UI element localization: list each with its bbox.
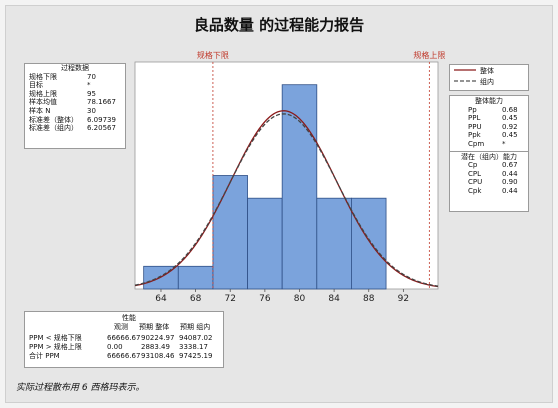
process-data-row: 样本 N 30 <box>25 107 125 116</box>
performance-expected-overall: 2883.49 <box>141 343 170 351</box>
process-data-value: 78.1667 <box>87 98 116 107</box>
performance-row-label: 合计 PPM <box>29 352 60 360</box>
overall-capability-label: Cpm <box>468 139 485 148</box>
performance-observed: 66666.67 <box>107 352 141 360</box>
footer-note: 实际过程散布用 6 西格玛表示。 <box>16 383 145 393</box>
performance-expected-overall: 90224.97 <box>141 334 175 342</box>
capability-divider <box>450 150 528 152</box>
overall-capability-row: PPL 0.45 <box>450 114 528 123</box>
overall-capability-header: 整体能力 <box>475 97 503 105</box>
performance-panel: 性能 观测 预期 整体 预期 组内 PPM < 规格下限 66666.67 9022… <box>24 311 224 368</box>
potential-capability-header: 潜在（组内）能力 <box>461 152 517 161</box>
overall-capability-value: * <box>502 139 506 148</box>
overall-capability-label: PPU <box>468 122 482 131</box>
process-data-panel: 过程数据 规格下限 70 目标 * 规格上限 95 样本均值 78.1667 样本 N 30 标准差… <box>24 63 126 149</box>
process-data-row: 目标 * <box>25 81 125 90</box>
process-data-row: 标准差（组内） 6.20567 <box>25 124 125 133</box>
performance-row-label: PPM > 规格上限 <box>29 343 82 351</box>
performance-col-expected-within: 预期 组内 <box>180 323 211 331</box>
performance-observed: 66666.67 <box>107 334 141 342</box>
capability-panel: 整体能力 Pp 0.68 PPL 0.45 PPU 0.92 Ppk 0.45 Cpm * 潜在（… <box>449 95 529 212</box>
report-title: 良品数量 的过程能力报告 <box>193 16 365 34</box>
performance-expected-overall: 93108.46 <box>141 352 175 360</box>
performance-header: 性能 <box>122 314 136 322</box>
potential-capability-label: CPL <box>468 169 482 178</box>
legend: 整体 组内 <box>449 64 529 91</box>
potential-capability-value: 0.44 <box>502 169 518 178</box>
process-data-value: * <box>87 81 91 90</box>
potential-capability-label: Cpk <box>468 186 482 195</box>
overall-capability-label: PPL <box>468 114 481 123</box>
overall-capability-label: Pp <box>468 105 477 114</box>
overall-capability-row: Cpm * <box>450 140 528 149</box>
process-data-value: 6.09739 <box>87 115 116 124</box>
performance-expected-within: 97425.19 <box>179 352 213 360</box>
legend-item-within: 组内 <box>450 76 528 87</box>
performance-col-expected-overall: 预期 整体 <box>139 323 170 331</box>
potential-capability-label: CPU <box>468 178 483 187</box>
process-data-label: 目标 <box>29 81 43 90</box>
potential-capability-row: CPL 0.44 <box>450 170 528 179</box>
performance-expected-within: 94087.02 <box>179 334 213 342</box>
process-data-value: 70 <box>87 72 96 81</box>
potential-capability-value: 0.67 <box>502 161 518 170</box>
performance-expected-within: 3338.17 <box>179 343 208 351</box>
legend-item-overall: 整体 <box>450 65 528 76</box>
potential-capability-label: Cp <box>468 161 478 170</box>
process-data-label: 标准差（整体） <box>29 115 78 124</box>
legend-label-overall: 整体 <box>480 67 494 75</box>
potential-capability-value: 0.90 <box>502 178 518 187</box>
performance-observed: 0.00 <box>107 343 123 351</box>
process-data-header: 过程数据 <box>61 64 89 72</box>
performance-col-observed: 观测 <box>114 323 128 331</box>
potential-capability-row: Cpk 0.44 <box>450 187 528 196</box>
process-data-row: 规格上限 95 <box>25 90 125 99</box>
legend-label-within: 组内 <box>480 78 494 86</box>
process-data-label: 样本 N <box>29 106 51 115</box>
process-data-value: 95 <box>87 89 96 98</box>
process-data-label: 规格上限 <box>29 89 57 98</box>
process-data-label: 规格下限 <box>29 72 57 81</box>
overall-capability-value: 0.45 <box>502 114 518 123</box>
overall-capability-value: 0.68 <box>502 105 518 114</box>
potential-capability-row: CPU 0.90 <box>450 178 528 187</box>
process-data-row: 样本均值 78.1667 <box>25 98 125 107</box>
overall-capability-value: 0.92 <box>502 122 518 131</box>
process-data-label: 标准差（组内） <box>29 124 78 133</box>
overall-capability-value: 0.45 <box>502 131 518 140</box>
process-data-row: 标准差（整体） 6.09739 <box>25 116 125 125</box>
process-data-row: 规格下限 70 <box>25 73 125 82</box>
process-data-value: 6.20567 <box>87 124 116 133</box>
overall-capability-row: Ppk 0.45 <box>450 131 528 140</box>
performance-row-label: PPM < 规格下限 <box>29 334 82 342</box>
process-data-value: 30 <box>87 106 96 115</box>
potential-capability-value: 0.44 <box>502 186 518 195</box>
overall-capability-row: PPU 0.92 <box>450 123 528 132</box>
overall-capability-row: Pp 0.68 <box>450 106 528 115</box>
process-data-label: 样本均值 <box>29 98 57 107</box>
overall-capability-label: Ppk <box>468 131 481 140</box>
potential-capability-row: Cp 0.67 <box>450 161 528 170</box>
